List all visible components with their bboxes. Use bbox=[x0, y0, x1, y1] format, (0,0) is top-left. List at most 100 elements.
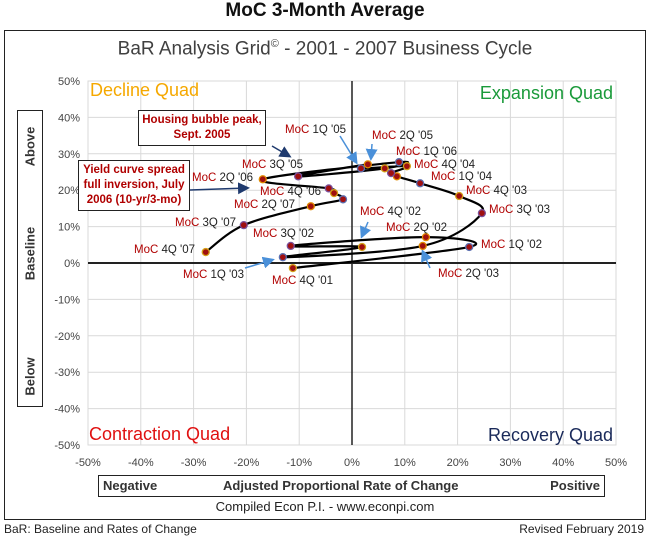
annotation-arrow bbox=[421, 249, 433, 269]
y-tick-label: 50% bbox=[58, 76, 80, 88]
point-label-quarter: 4Q '03 bbox=[493, 185, 528, 197]
x-tick-label: 10% bbox=[394, 457, 416, 469]
point-label-prefix: MoC bbox=[489, 204, 517, 216]
point-label: MoC 4Q '02 bbox=[360, 206, 421, 218]
point-label-prefix: MoC bbox=[272, 275, 300, 287]
y-tick-label: -10% bbox=[54, 294, 80, 306]
point-label: MoC 4Q '03 bbox=[466, 185, 527, 197]
point-label-prefix: MoC bbox=[175, 217, 203, 229]
point-label-prefix: MoC bbox=[183, 269, 211, 281]
point-label-quarter: 1Q '03 bbox=[210, 269, 245, 281]
x-tick-label: -40% bbox=[128, 457, 154, 469]
point-label: MoC 2Q '03 bbox=[438, 268, 499, 280]
y-tick-label: 40% bbox=[58, 112, 80, 124]
point-label-quarter: 2Q '05 bbox=[399, 130, 434, 142]
quad-recovery: Recovery Quad bbox=[487, 425, 613, 445]
point-label-quarter: 1Q '04 bbox=[458, 171, 493, 183]
y-tick-label: -20% bbox=[54, 331, 80, 343]
point-label-prefix: MoC bbox=[285, 124, 313, 136]
point-label-prefix: MoC bbox=[431, 171, 459, 183]
point-label-prefix: MoC bbox=[386, 222, 414, 234]
point-label-quarter: 2Q '06 bbox=[219, 172, 254, 184]
data-point-1Q04 bbox=[415, 179, 425, 188]
point-label-prefix: MoC bbox=[253, 228, 281, 240]
y-tick-label: 20% bbox=[58, 185, 80, 197]
x-tick-label: -10% bbox=[286, 457, 312, 469]
data-point-1Q07 bbox=[338, 195, 348, 204]
data-point-2Q02 bbox=[421, 233, 431, 242]
point-label-quarter: 3Q '07 bbox=[202, 217, 237, 229]
data-point-4Q06 bbox=[329, 188, 339, 198]
quad-contraction: Contraction Quad bbox=[89, 424, 231, 444]
point-label-prefix: MoC bbox=[134, 244, 162, 256]
point-label-prefix: MoC bbox=[372, 130, 400, 142]
data-point-2Q05 bbox=[363, 160, 372, 169]
y-tick-label: 30% bbox=[58, 149, 80, 161]
x-label-negative: Negative bbox=[103, 478, 158, 493]
chart-subtitle: BaR Analysis Grid© - 2001 - 2007 Busines… bbox=[0, 38, 650, 60]
point-label: MoC 1Q '06 bbox=[396, 146, 457, 158]
point-label: MoC 1Q '03 bbox=[183, 269, 244, 281]
annotation-yield-curve: Yield curve spread full inversion, July … bbox=[78, 160, 190, 211]
annotation-arrow bbox=[365, 143, 378, 161]
point-label: MoC 2Q '07 bbox=[234, 199, 295, 211]
y-tick-label: -50% bbox=[54, 440, 80, 452]
data-point-4Q04 bbox=[402, 162, 412, 171]
subtitle-copyright: © bbox=[270, 38, 279, 50]
point-label-quarter: 3Q '03 bbox=[516, 204, 551, 216]
y-tick-label: -30% bbox=[54, 367, 80, 379]
point-label: MoC 2Q '05 bbox=[372, 130, 433, 142]
point-label: MoC 3Q '05 bbox=[242, 159, 303, 171]
point-label: MoC 1Q '04 bbox=[431, 171, 492, 183]
footer-right: Revised February 2019 bbox=[519, 522, 644, 536]
main-title: MoC 3-Month Average bbox=[225, 0, 425, 21]
y-axis-label-box: Above Baseline Below bbox=[17, 110, 43, 407]
point-label-prefix: MoC bbox=[192, 172, 220, 184]
point-label: MoC 4Q '01 bbox=[272, 275, 333, 287]
footer-left: BaR: Baseline and Rates of Change bbox=[4, 522, 197, 536]
y-tick-label: 10% bbox=[58, 222, 80, 234]
annotation-arrow bbox=[244, 256, 275, 269]
point-label-prefix: MoC bbox=[466, 185, 494, 197]
point-label: MoC 4Q '06 bbox=[260, 186, 321, 198]
annotation-line: 2006 (10-yr/3-mo) bbox=[86, 194, 182, 206]
annotation-arrow bbox=[360, 221, 372, 239]
y-tick-label: 0% bbox=[64, 258, 80, 270]
data-point-3Q07 bbox=[239, 220, 248, 230]
point-label-quarter: 4Q '02 bbox=[387, 206, 422, 218]
point-label-quarter: 4Q '07 bbox=[161, 244, 196, 256]
point-label-quarter: 4Q '01 bbox=[299, 275, 334, 287]
x-axis-label-box: Negative Adjusted Proportional Rate of C… bbox=[98, 475, 605, 497]
data-point-3Q06 bbox=[324, 184, 333, 193]
point-label: MoC 2Q '06 bbox=[192, 172, 253, 184]
point-label-prefix: MoC bbox=[396, 146, 424, 158]
annotation-arrow bbox=[339, 135, 358, 165]
point-label-quarter: 4Q '04 bbox=[441, 159, 476, 171]
data-point-1Q05 bbox=[356, 164, 366, 173]
annotation-line: Sept. 2005 bbox=[173, 129, 231, 141]
x-label-positive: Positive bbox=[550, 478, 600, 493]
y-label-below: Below bbox=[22, 357, 38, 396]
data-point-1Q03 bbox=[278, 253, 287, 262]
point-label-quarter: 1Q '06 bbox=[423, 146, 458, 158]
point-label-prefix: MoC bbox=[438, 268, 466, 280]
point-label-quarter: 1Q '05 bbox=[312, 124, 347, 136]
annotation-arrow bbox=[271, 145, 292, 158]
point-label-quarter: 4Q '06 bbox=[287, 186, 322, 198]
point-label: MoC 2Q '02 bbox=[386, 222, 447, 234]
chart-frame bbox=[4, 30, 646, 520]
x-tick-label: -30% bbox=[181, 457, 207, 469]
point-label-prefix: MoC bbox=[360, 206, 388, 218]
annotation-arrow bbox=[189, 182, 250, 195]
data-point-2Q07 bbox=[306, 202, 315, 211]
x-label-main: Adjusted Proportional Rate of Change bbox=[223, 478, 459, 493]
x-tick-label: 30% bbox=[499, 457, 521, 469]
point-label-prefix: MoC bbox=[260, 186, 288, 198]
data-point-4Q05 bbox=[380, 164, 389, 173]
data-point-2Q03 bbox=[418, 241, 427, 251]
annotation-line: Yield curve spread bbox=[83, 164, 185, 176]
point-label-quarter: 2Q '02 bbox=[413, 222, 448, 234]
point-label-quarter: 1Q '02 bbox=[508, 239, 543, 251]
data-point-3Q05 bbox=[293, 172, 303, 181]
